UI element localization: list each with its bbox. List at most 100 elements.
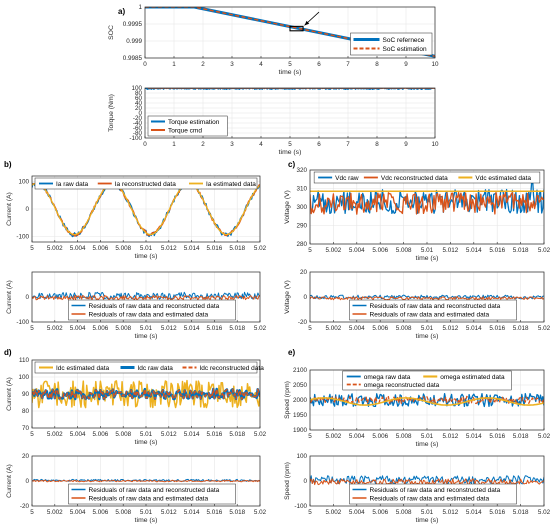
y-tick-label: 0.999 [126, 38, 142, 45]
legend-entry: Residuals of raw data and estimated data [89, 311, 209, 318]
x-axis-label: time (s) [135, 517, 158, 524]
axes-box [31, 175, 261, 243]
series-line-2 [32, 479, 260, 483]
x-tick-label: 5.018 [513, 433, 529, 440]
x-tick-label: 3 [230, 141, 234, 148]
legend-entry: omega raw data [364, 374, 411, 381]
x-tick-label: 5.02 [538, 509, 550, 516]
x-axis-label: time (s) [135, 253, 158, 260]
y-tick-label: 90 [22, 391, 30, 398]
legend-box [349, 299, 517, 321]
x-tick-label: 5 [308, 325, 312, 332]
x-tick-label: 3 [230, 61, 234, 68]
x-tick-label: 5.002 [47, 509, 63, 516]
x-tick-label: 5.01 [140, 431, 153, 438]
x-tick-label: 7 [346, 61, 350, 68]
series-line-1 [32, 180, 260, 238]
x-tick-label: 5.018 [513, 509, 529, 516]
y-tick-label: -80 [133, 130, 143, 137]
x-tick-label: 7 [346, 141, 350, 148]
x-tick-label: 5.006 [93, 245, 109, 252]
x-tick-label: 8 [375, 61, 379, 68]
x-tick-label: 5.014 [466, 247, 482, 254]
series-line-2 [32, 294, 260, 301]
x-tick-label: 5 [288, 141, 292, 148]
y-tick-label: 60 [135, 95, 143, 102]
x-tick-label: 5.02 [538, 247, 550, 254]
legend: Residuals of raw data and reconstructed … [68, 299, 236, 321]
x-tick-label: 5.012 [161, 325, 177, 332]
legend: Ia raw data Ia reconstructed data Ia estim… [34, 177, 258, 190]
x-tick-label: 5.004 [349, 247, 365, 254]
y-tick-label: 20 [135, 105, 143, 112]
axes-box [309, 271, 545, 323]
axes-box [309, 455, 545, 507]
legend-entry: SoC refernece [383, 37, 425, 44]
y-tick-label: 40 [135, 100, 143, 107]
x-tick-label: 5.018 [513, 247, 529, 254]
y-tick-label: 2050 [293, 382, 308, 389]
x-tick-label: 5.004 [70, 325, 86, 332]
panel-letter: d) [4, 348, 12, 357]
x-tick-label: 5 [30, 245, 34, 252]
axes-box [309, 169, 545, 245]
axes-box [309, 369, 545, 431]
y-tick-label: -100 [294, 503, 307, 510]
x-tick-label: 5.006 [372, 325, 388, 332]
legend-box [68, 299, 236, 321]
chart-e-bottom: 5 5.002 5.004 5.006 5.008 5.01 5.012 5.014 5.016… [284, 453, 550, 524]
x-tick-label: 5.014 [184, 325, 200, 332]
y-tick-label: 20 [22, 453, 30, 460]
x-tick-label: 5.014 [184, 245, 200, 252]
x-tick-label: 5.002 [47, 325, 63, 332]
y-tick-label: 100 [131, 85, 142, 92]
x-tick-label: 5.01 [421, 325, 434, 332]
x-tick-label: 5.018 [229, 431, 245, 438]
series-line-3 [310, 397, 544, 406]
x-tick-label: 5.002 [47, 431, 63, 438]
x-tick-label: 5.012 [443, 433, 459, 440]
chart-a-soc: 0 1 2 3 4 5 6 7 8 9 10 0.9985 0.999 0.9995 1 time (s) SO… [108, 4, 439, 76]
y-axis-label: Voltage (V) [284, 280, 291, 314]
x-tick-label: 5.02 [538, 433, 550, 440]
x-tick-label: 5.02 [254, 325, 267, 332]
x-tick-label: 5.008 [396, 247, 412, 254]
x-tick-label: 5.018 [229, 509, 245, 516]
x-tick-label: 5 [288, 61, 292, 68]
legend-box [147, 115, 228, 137]
y-tick-label: 0 [303, 478, 307, 485]
x-tick-label: 10 [431, 61, 439, 68]
x-tick-label: 4 [259, 61, 263, 68]
x-tick-label: 5.008 [115, 509, 131, 516]
y-axis-label: Speed (rpm) [284, 462, 291, 500]
x-axis-label: time (s) [416, 255, 439, 262]
axes-box [31, 455, 261, 507]
chart-d-top: 5 5.002 5.004 5.006 5.008 5.01 5.012 5.014 5.016… [4, 348, 267, 446]
y-axis-label: Torque (Nm) [108, 94, 115, 132]
x-tick-label: 5.004 [349, 509, 365, 516]
legend-entry: Idc reconstructed data [200, 365, 265, 372]
x-axis-label: time (s) [279, 69, 302, 76]
x-tick-label: 5.016 [489, 325, 505, 332]
y-tick-label: 0 [25, 294, 29, 301]
x-tick-label: 9 [404, 141, 408, 148]
y-tick-label: 100 [18, 374, 29, 381]
x-tick-label: 6 [317, 141, 321, 148]
chart-a-torque: 0 1 2 3 4 5 6 7 8 9 10-100-80-60-40-20020406080100… [108, 85, 439, 156]
x-axis-label: time (s) [135, 439, 158, 446]
x-tick-label: 5.004 [70, 509, 86, 516]
legend-entry: Residuals of raw data and reconstructed … [370, 303, 501, 310]
x-tick-label: 5 [308, 247, 312, 254]
x-tick-label: 0 [143, 141, 147, 148]
x-tick-label: 5.014 [466, 325, 482, 332]
x-tick-label: 5.012 [161, 431, 177, 438]
panel-letter: e) [288, 348, 295, 357]
panel-letter: a) [118, 7, 125, 16]
legend-entry: Residuals of raw data and reconstructed … [370, 487, 501, 494]
y-tick-label: 310 [296, 186, 307, 193]
axes-box [31, 359, 261, 429]
chart-c-top: 5 5.002 5.004 5.006 5.008 5.01 5.012 5.014 5.016… [284, 160, 550, 262]
x-tick-label: 5.002 [326, 509, 342, 516]
x-tick-label: 5.02 [254, 245, 267, 252]
